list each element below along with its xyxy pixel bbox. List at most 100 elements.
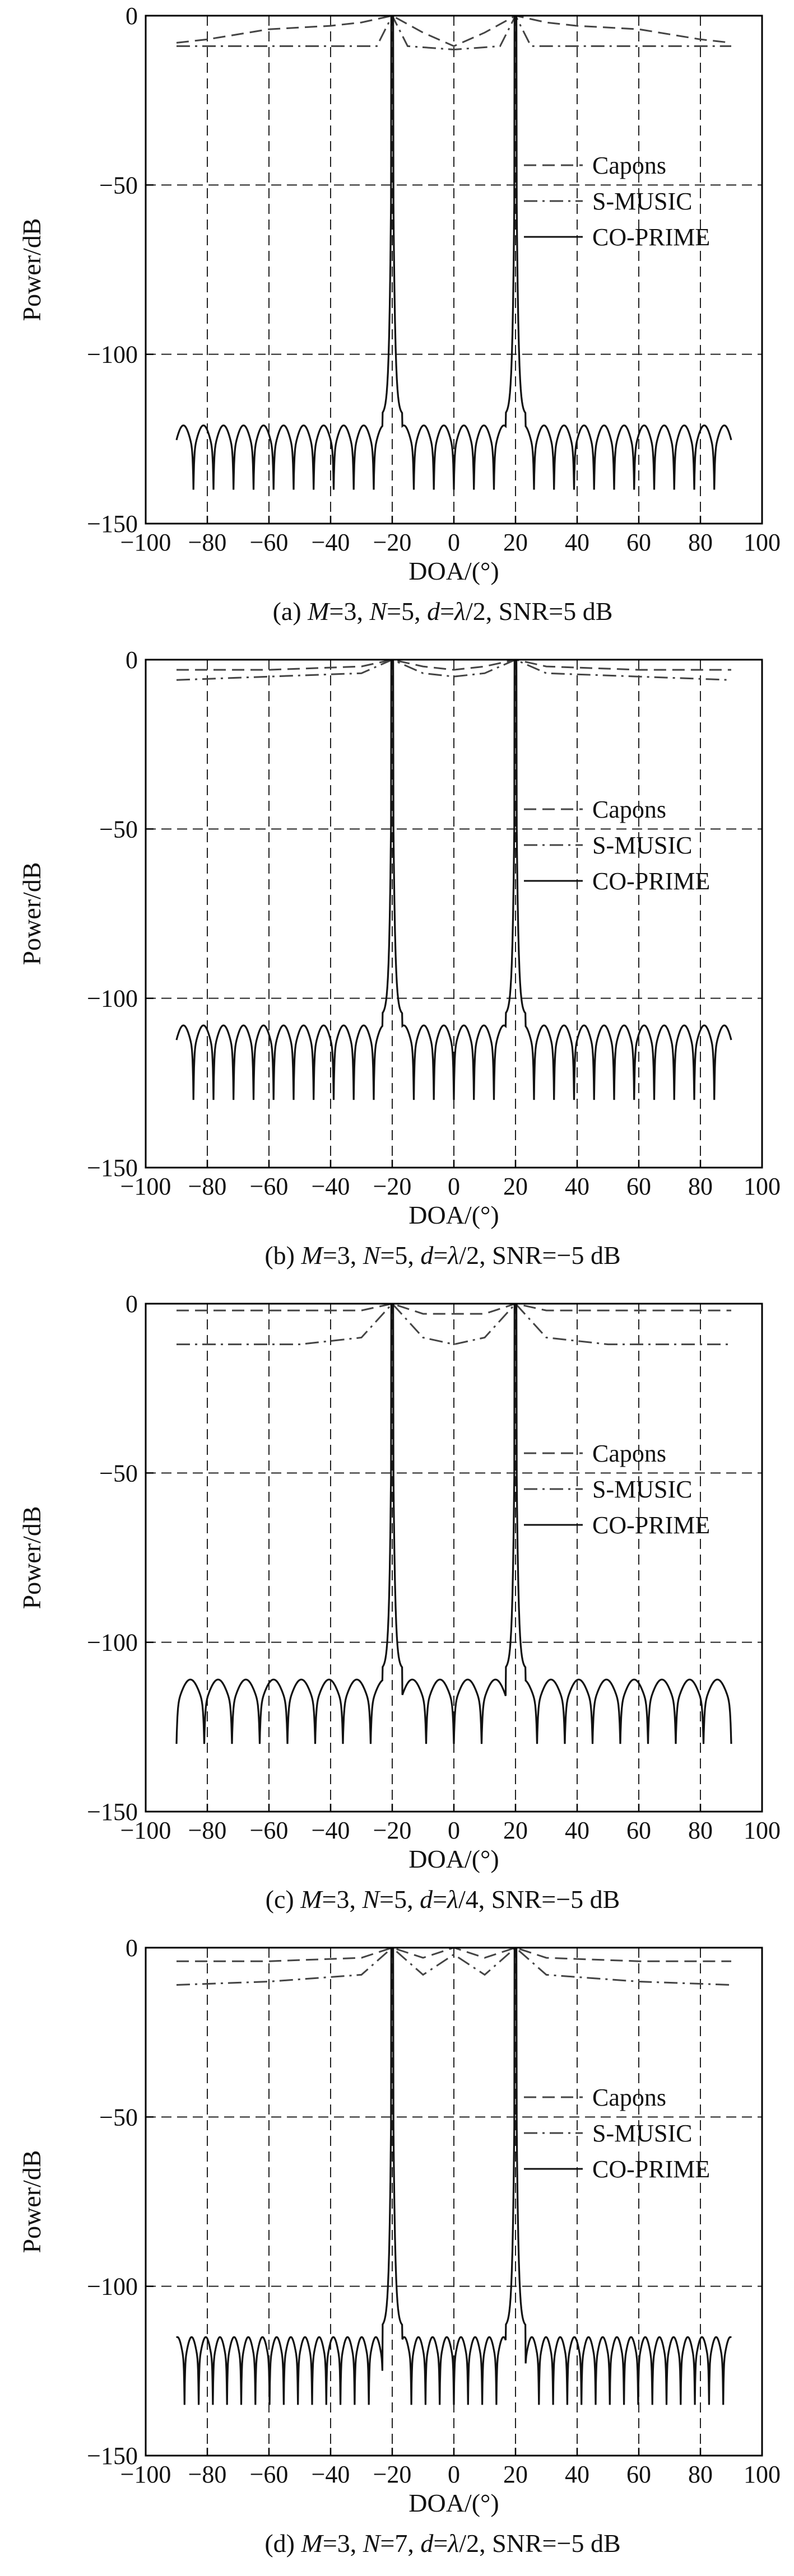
chart-panel-a: −100 −80 −60 −40 −20 0 20 40 60 80 1000−50−100−150… <box>17 2 781 626</box>
x-axis-label: DOA/(°) <box>408 2489 499 2517</box>
x-tick-label: 80 <box>688 1817 713 1844</box>
y-axis-label: Power/dB <box>17 2150 46 2253</box>
x-tick-label: −20 <box>373 1173 412 1200</box>
series-line-co-prime <box>175 660 732 1100</box>
x-tick-label: 0 <box>448 1817 460 1844</box>
x-tick-label: −100 <box>120 1817 171 1844</box>
x-tick-label: −80 <box>188 1817 227 1844</box>
y-tick-label: −50 <box>99 815 138 843</box>
x-axis-label: DOA/(°) <box>408 1201 499 1229</box>
x-tick-label: −100 <box>120 2461 171 2488</box>
series-line-capons <box>177 1304 731 1315</box>
plot-area <box>175 1948 732 2405</box>
legend-label: S-MUSIC <box>592 832 693 859</box>
series-line-co-prime <box>175 1304 732 1744</box>
x-tick-label: 20 <box>503 1173 528 1200</box>
figure-caption: (a) M=3, N=5, d=λ/2, SNR=5 dB <box>273 597 613 626</box>
y-tick-label: −150 <box>87 1798 138 1826</box>
plot-area <box>175 16 732 490</box>
x-tick-label: −80 <box>188 1173 227 1200</box>
x-tick-label: −60 <box>250 2461 289 2488</box>
legend-label: Capons <box>592 796 666 823</box>
grid <box>146 1948 762 2456</box>
y-tick-label: 0 <box>126 1290 138 1318</box>
x-tick-label: 60 <box>626 1173 651 1200</box>
x-tick-label: 80 <box>688 2461 713 2488</box>
grid <box>146 1304 762 1812</box>
series-line-capons <box>177 1948 731 1962</box>
x-tick-label: −20 <box>373 1817 412 1844</box>
x-axis-label: DOA/(°) <box>408 557 499 585</box>
legend-label: CO-PRIME <box>592 867 710 895</box>
y-axis-label: Power/dB <box>17 218 46 321</box>
figure-caption: (b) M=3, N=5, d=λ/2, SNR=−5 dB <box>264 1241 620 1270</box>
legend-label: S-MUSIC <box>592 188 693 215</box>
y-tick-label: 0 <box>126 2 138 30</box>
x-tick-label: 60 <box>626 1817 651 1844</box>
y-axis-label: Power/dB <box>17 862 46 965</box>
chart-panel-b: −100 −80 −60 −40 −20 0 20 40 60 80 1000−50−100−150… <box>17 646 781 1270</box>
legend-label: CO-PRIME <box>592 2155 710 2183</box>
series-line-capons <box>177 660 731 671</box>
series-line-s-music <box>177 1304 731 1346</box>
y-tick-label: −150 <box>87 1154 138 1182</box>
y-tick-label: −150 <box>87 2442 138 2470</box>
x-tick-label: 60 <box>626 2461 651 2488</box>
x-tick-label: 100 <box>744 1173 781 1200</box>
x-tick-label: 40 <box>565 1817 589 1844</box>
x-tick-label: 20 <box>503 529 528 556</box>
x-tick-label: 80 <box>688 529 713 556</box>
legend: Capons S-MUSIC CO-PRIME <box>524 152 710 251</box>
x-axis-label: DOA/(°) <box>408 1845 499 1873</box>
plot-area <box>175 1304 732 1744</box>
series-line-s-music <box>177 16 731 51</box>
x-tick-label: −40 <box>312 1173 350 1200</box>
series-line-co-prime <box>175 16 732 490</box>
x-tick-label: 20 <box>503 2461 528 2488</box>
y-tick-label: −150 <box>87 510 138 538</box>
x-tick-label: 100 <box>744 1817 781 1844</box>
x-tick-label: −40 <box>312 529 350 556</box>
series-line-co-prime <box>175 1948 732 2405</box>
x-tick-label: 80 <box>688 1173 713 1200</box>
x-tick-label: 20 <box>503 1817 528 1844</box>
x-tick-label: 60 <box>626 529 651 556</box>
legend-label: CO-PRIME <box>592 223 710 251</box>
x-tick-label: 0 <box>448 2461 460 2488</box>
legend-label: Capons <box>592 1440 666 1467</box>
y-tick-label: −50 <box>99 171 138 199</box>
chart-panel-c: −100 −80 −60 −40 −20 0 20 40 60 80 1000−50−100−150… <box>17 1290 781 1914</box>
x-tick-label: 0 <box>448 1173 460 1200</box>
series-line-s-music <box>176 1948 732 1986</box>
x-tick-label: −60 <box>250 1817 289 1844</box>
x-tick-label: −40 <box>312 2461 350 2488</box>
legend-label: S-MUSIC <box>592 2120 693 2147</box>
x-tick-label: 0 <box>448 529 460 556</box>
legend: Capons S-MUSIC CO-PRIME <box>524 2084 710 2183</box>
legend: Capons S-MUSIC CO-PRIME <box>524 1440 710 1539</box>
x-tick-label: −20 <box>373 2461 412 2488</box>
grid <box>146 16 762 524</box>
x-tick-label: −100 <box>120 529 171 556</box>
grid <box>146 660 762 1168</box>
x-tick-label: 40 <box>565 2461 589 2488</box>
x-tick-label: −80 <box>188 2461 227 2488</box>
x-tick-label: −80 <box>188 529 227 556</box>
legend: Capons S-MUSIC CO-PRIME <box>524 796 710 895</box>
x-tick-label: −40 <box>312 1817 350 1844</box>
y-tick-label: −50 <box>99 1459 138 1487</box>
y-axis-label: Power/dB <box>17 1506 46 1609</box>
x-tick-label: −20 <box>373 529 412 556</box>
series-line-s-music <box>176 660 732 681</box>
x-tick-label: −100 <box>120 1173 171 1200</box>
y-tick-label: 0 <box>126 646 138 674</box>
chart-panel-d: −100 −80 −60 −40 −20 0 20 40 60 80 1000−50−100−150… <box>17 1934 781 2558</box>
x-tick-label: −60 <box>250 529 289 556</box>
y-tick-label: −100 <box>87 341 138 368</box>
plot-area <box>175 660 732 1100</box>
y-tick-label: −100 <box>87 1629 138 1656</box>
legend-label: Capons <box>592 152 666 179</box>
legend-label: S-MUSIC <box>592 1476 693 1503</box>
legend-label: CO-PRIME <box>592 1511 710 1539</box>
